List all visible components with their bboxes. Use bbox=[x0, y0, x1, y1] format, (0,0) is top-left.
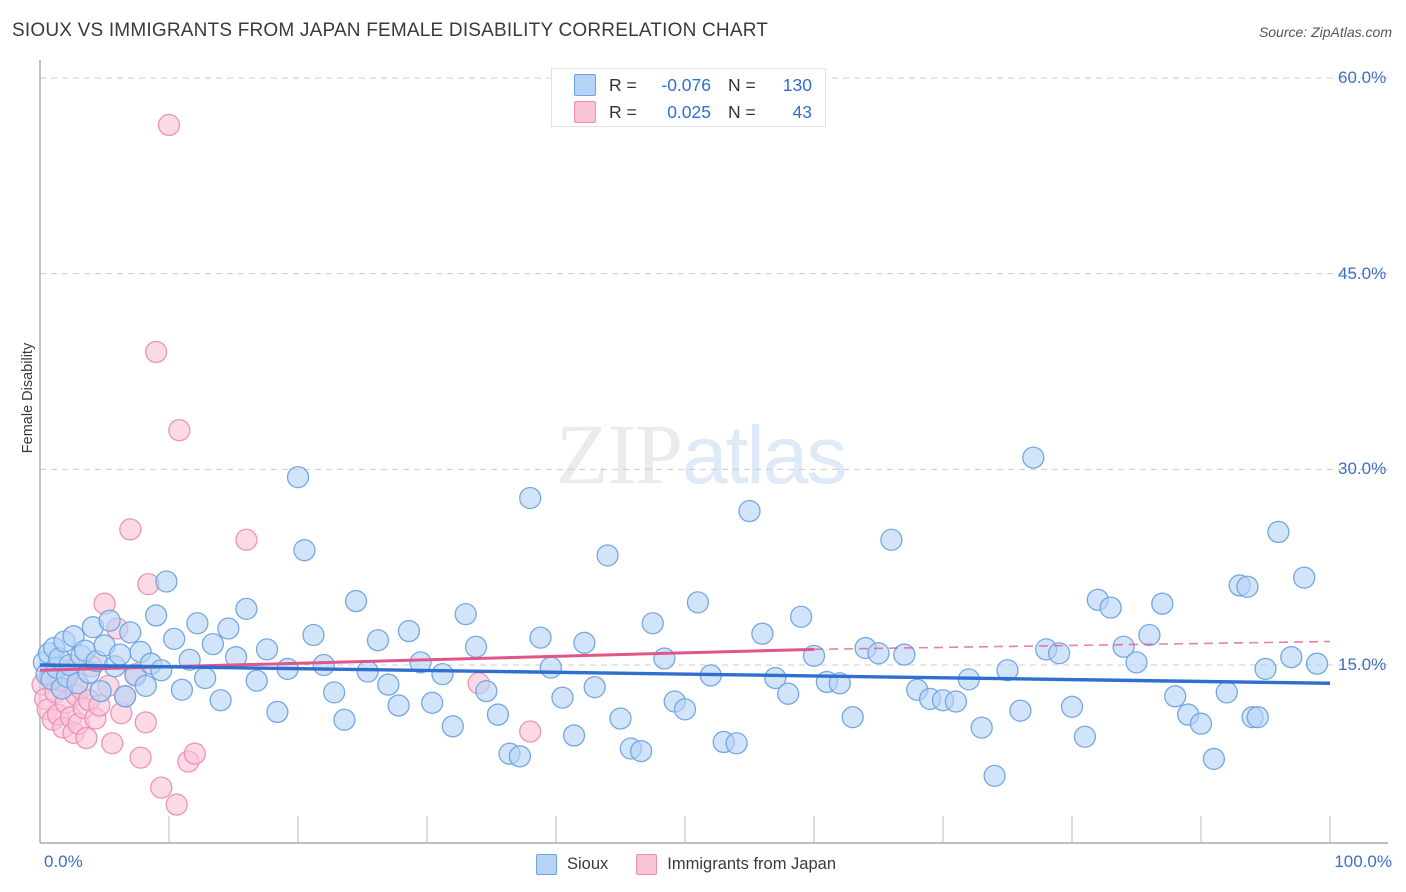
x-axis-max-label: 100.0% bbox=[1334, 852, 1392, 871]
series-swatch-japan bbox=[636, 853, 658, 875]
series-legend-item-japan[interactable]: Immigrants from Japan bbox=[636, 853, 837, 875]
series-label-sioux: Sioux bbox=[567, 854, 609, 873]
page-title: SIOUX VS IMMIGRANTS FROM JAPAN FEMALE DI… bbox=[12, 20, 769, 41]
corr-r-label-sioux: R = bbox=[609, 74, 637, 95]
corr-n-label-sioux: N = bbox=[728, 74, 756, 95]
correlation-row-sioux: R = -0.076 N = 130 bbox=[552, 71, 825, 99]
corr-r-label-japan: R = bbox=[609, 101, 637, 122]
series-legend-item-sioux[interactable]: Sioux bbox=[536, 853, 609, 875]
corr-n-label-japan: N = bbox=[728, 101, 756, 122]
series-label-japan: Immigrants from Japan bbox=[667, 854, 837, 873]
correlation-legend: R = -0.076 N = 130 R = 0.025 N = 43 bbox=[551, 68, 826, 127]
corr-n-value-sioux: 130 bbox=[782, 74, 812, 95]
gridlines bbox=[40, 77, 1388, 666]
legend-swatch-sioux bbox=[574, 74, 596, 96]
trend-lines bbox=[39, 640, 1331, 685]
x-axis-ticks bbox=[168, 816, 1331, 843]
y-axis-tick-label-30: 30.0% bbox=[1338, 459, 1387, 479]
corr-r-value-japan: 0.025 bbox=[667, 101, 711, 122]
corr-n-value-japan: 43 bbox=[792, 101, 812, 122]
x-axis-min-label: 0.0% bbox=[44, 852, 83, 871]
series-swatch-sioux bbox=[536, 853, 557, 875]
y-axis-tick-label-45: 45.0% bbox=[1338, 263, 1387, 283]
series-legend: Sioux Immigrants from Japan bbox=[536, 851, 864, 877]
corr-r-value-sioux: -0.076 bbox=[661, 74, 711, 95]
correlation-row-japan: R = 0.025 N = 43 bbox=[552, 98, 825, 126]
axis-lines bbox=[39, 60, 1388, 844]
scatter-points-sioux bbox=[32, 446, 1329, 788]
y-axis-tick-label-60: 60.0% bbox=[1338, 68, 1387, 87]
legend-swatch-japan bbox=[574, 101, 596, 123]
y-axis-tick-label-15: 15.0% bbox=[1338, 655, 1387, 674]
source-attribution: Source: ZipAtlas.com bbox=[1258, 24, 1392, 40]
